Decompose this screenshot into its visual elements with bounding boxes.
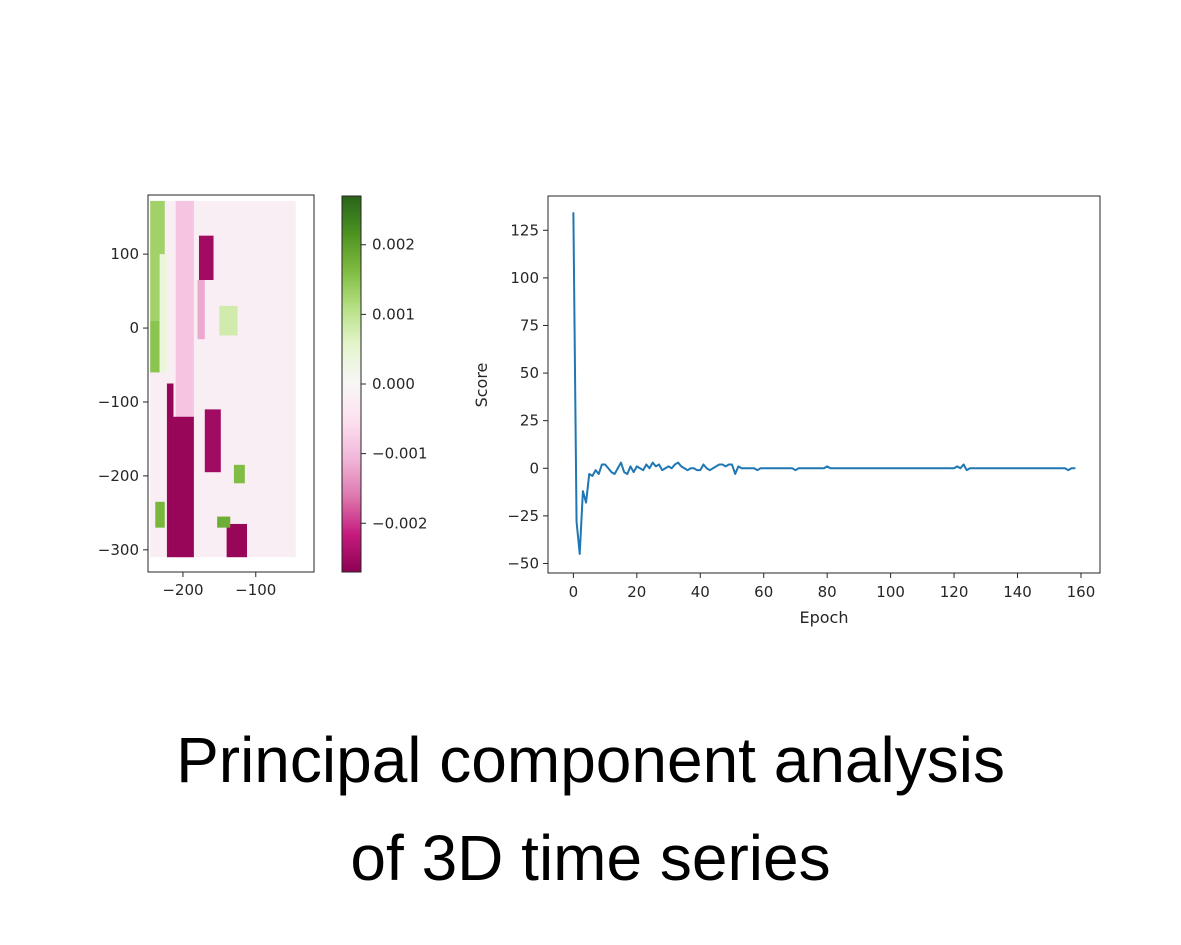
x-axis-label: Epoch [800, 608, 849, 627]
line-x-tick-label: 20 [627, 583, 646, 601]
heatmap-region-8 [197, 280, 205, 340]
colorbar-tick-label: −0.001 [372, 445, 428, 463]
heatmap-y-tick-label: −200 [98, 467, 139, 485]
heatmap-region-3 [159, 254, 167, 373]
line-x-tick-label: 100 [876, 583, 905, 601]
heatmap-y-tick-label: 100 [110, 245, 139, 263]
line-x-tick-label: 120 [940, 583, 969, 601]
heatmap-region-6 [173, 416, 194, 558]
heatmap-region-5 [166, 383, 174, 558]
heatmap-panel: −200 −100 100 0 −100 −200 −300 [98, 194, 315, 599]
line-x-tick-label: 140 [1003, 583, 1032, 601]
heatmap-cells [150, 200, 296, 558]
heatmap-x-axis: −200 −100 [162, 572, 276, 599]
line-y-tick-label: −50 [507, 554, 539, 572]
line-x-tick-label: 60 [754, 583, 773, 601]
heatmap-region-12 [233, 464, 245, 484]
heatmap-region-10 [226, 523, 248, 558]
colorbar: 0.002 0.001 0.000 −0.001 −0.002 [341, 195, 428, 573]
line-y-tick-label: 0 [529, 459, 539, 477]
line-x-tick-label: 160 [1067, 583, 1096, 601]
line-x-tick-label: 0 [569, 583, 579, 601]
heatmap-frame [147, 194, 315, 573]
heatmap-x-tick-label: −200 [162, 581, 203, 599]
heatmap-region-9 [204, 409, 221, 473]
heatmap-region-2 [150, 320, 160, 373]
heatmap-y-tick-label: −100 [98, 393, 139, 411]
heatmap-region-7 [198, 235, 214, 281]
caption-line-1: Principal component analysis [176, 724, 1005, 796]
line-plot-area [548, 196, 1100, 573]
line-y-tick-label: 100 [510, 269, 539, 287]
line-x-axis: 0 20 40 60 80 100 120 140 160 [569, 573, 1096, 601]
heatmap-region-11 [219, 305, 238, 336]
line-y-tick-label: 50 [520, 364, 539, 382]
colorbar-tick-label: −0.002 [372, 514, 428, 532]
line-y-tick-label: 125 [510, 221, 539, 239]
line-y-axis: 125 100 75 50 25 0 −25 −50 [507, 221, 548, 572]
colorbar-tick-label: 0.000 [372, 375, 415, 393]
heatmap-y-axis: 100 0 −100 −200 −300 [98, 245, 148, 559]
line-y-tick-label: −25 [507, 507, 539, 525]
line-x-tick-label: 40 [691, 583, 710, 601]
line-frame [547, 195, 1101, 574]
line-y-tick-label: 25 [520, 412, 539, 430]
heatmap-y-tick-label: 0 [129, 319, 139, 337]
heatmap-y-tick-label: −300 [98, 541, 139, 559]
heatmap-region-13 [155, 501, 165, 528]
line-y-tick-label: 75 [520, 316, 539, 334]
heatmap-region-14 [217, 516, 231, 528]
colorbar-ticks: 0.002 0.001 0.000 −0.001 −0.002 [361, 236, 428, 532]
y-axis-label: Score [472, 363, 491, 408]
heatmap-x-tick-label: −100 [235, 581, 276, 599]
caption-line-2: of 3D time series [350, 822, 831, 894]
series-line-score [572, 212, 1076, 555]
colorbar-gradient [341, 195, 362, 573]
line-x-tick-label: 80 [818, 583, 837, 601]
colorbar-tick-label: 0.001 [372, 305, 415, 323]
line-chart-panel: 0 20 40 60 80 100 120 140 160 125 100 75 50 25 0 −25 −5… [472, 195, 1101, 627]
colorbar-tick-label: 0.002 [372, 236, 415, 254]
